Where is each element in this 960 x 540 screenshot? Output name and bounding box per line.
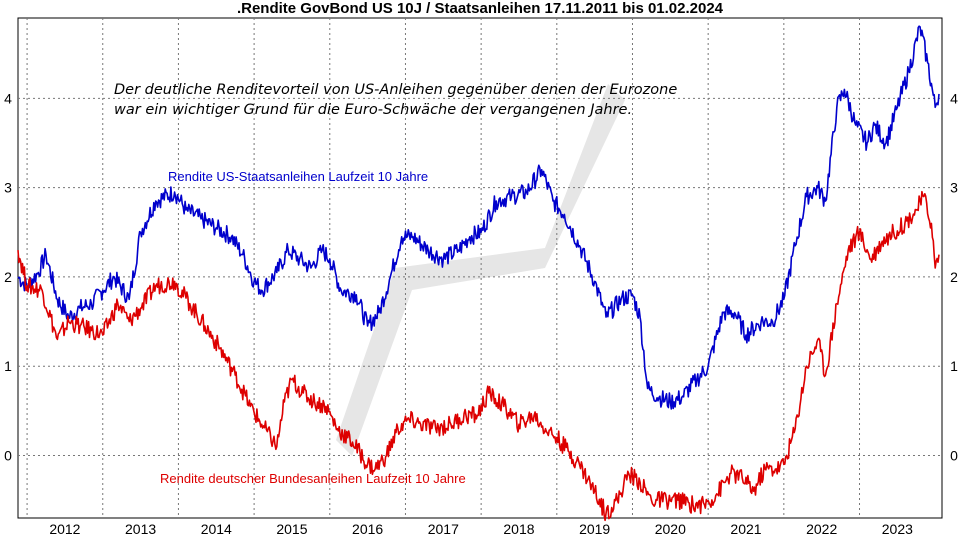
us-yield-line [17,25,940,410]
x-tick-label: 2019 [579,521,610,537]
y-tick-label-left: 2 [4,269,12,285]
y-tick-label-left: 1 [4,358,12,374]
chart-title: .Rendite GovBond US 10J / Staatsanleihen… [236,0,724,17]
series-label-us: Rendite US-Staatsanleihen Laufzeit 10 Ja… [168,169,428,184]
x-tick-label: 2015 [276,521,307,537]
x-tick-label: 2013 [125,521,156,537]
x-tick-label: 2020 [655,521,686,537]
y-tick-label-right: 1 [950,358,958,374]
plot-frame [17,17,943,519]
watermark-shape [336,84,625,456]
y-tick-label-left: 4 [4,90,12,106]
series-label-de: Rendite deutscher Bundesanleihen Laufzei… [160,471,466,486]
y-tick-label-right: 4 [950,90,958,106]
x-tick-label: 2014 [201,521,232,537]
x-tick-label: 2012 [49,521,80,537]
y-tick-label-right: 0 [950,448,958,464]
de-yield-line [17,190,940,522]
x-tick-label: 2022 [806,521,837,537]
x-tick-label: 2023 [882,521,913,537]
y-tick-label-left: 0 [4,448,12,464]
x-tick-label: 2016 [352,521,383,537]
y-tick-label-right: 2 [950,269,958,285]
x-tick-label: 2021 [730,521,761,537]
x-tick-label: 2018 [503,521,534,537]
y-tick-label-left: 3 [4,180,12,196]
annotation-line-1: Der deutliche Renditevorteil von US-Anle… [114,82,677,98]
x-tick-label: 2017 [428,521,459,537]
annotation-line-2: war ein wichtiger Grund für die Euro-Sch… [114,102,632,118]
y-tick-label-right: 3 [950,180,958,196]
